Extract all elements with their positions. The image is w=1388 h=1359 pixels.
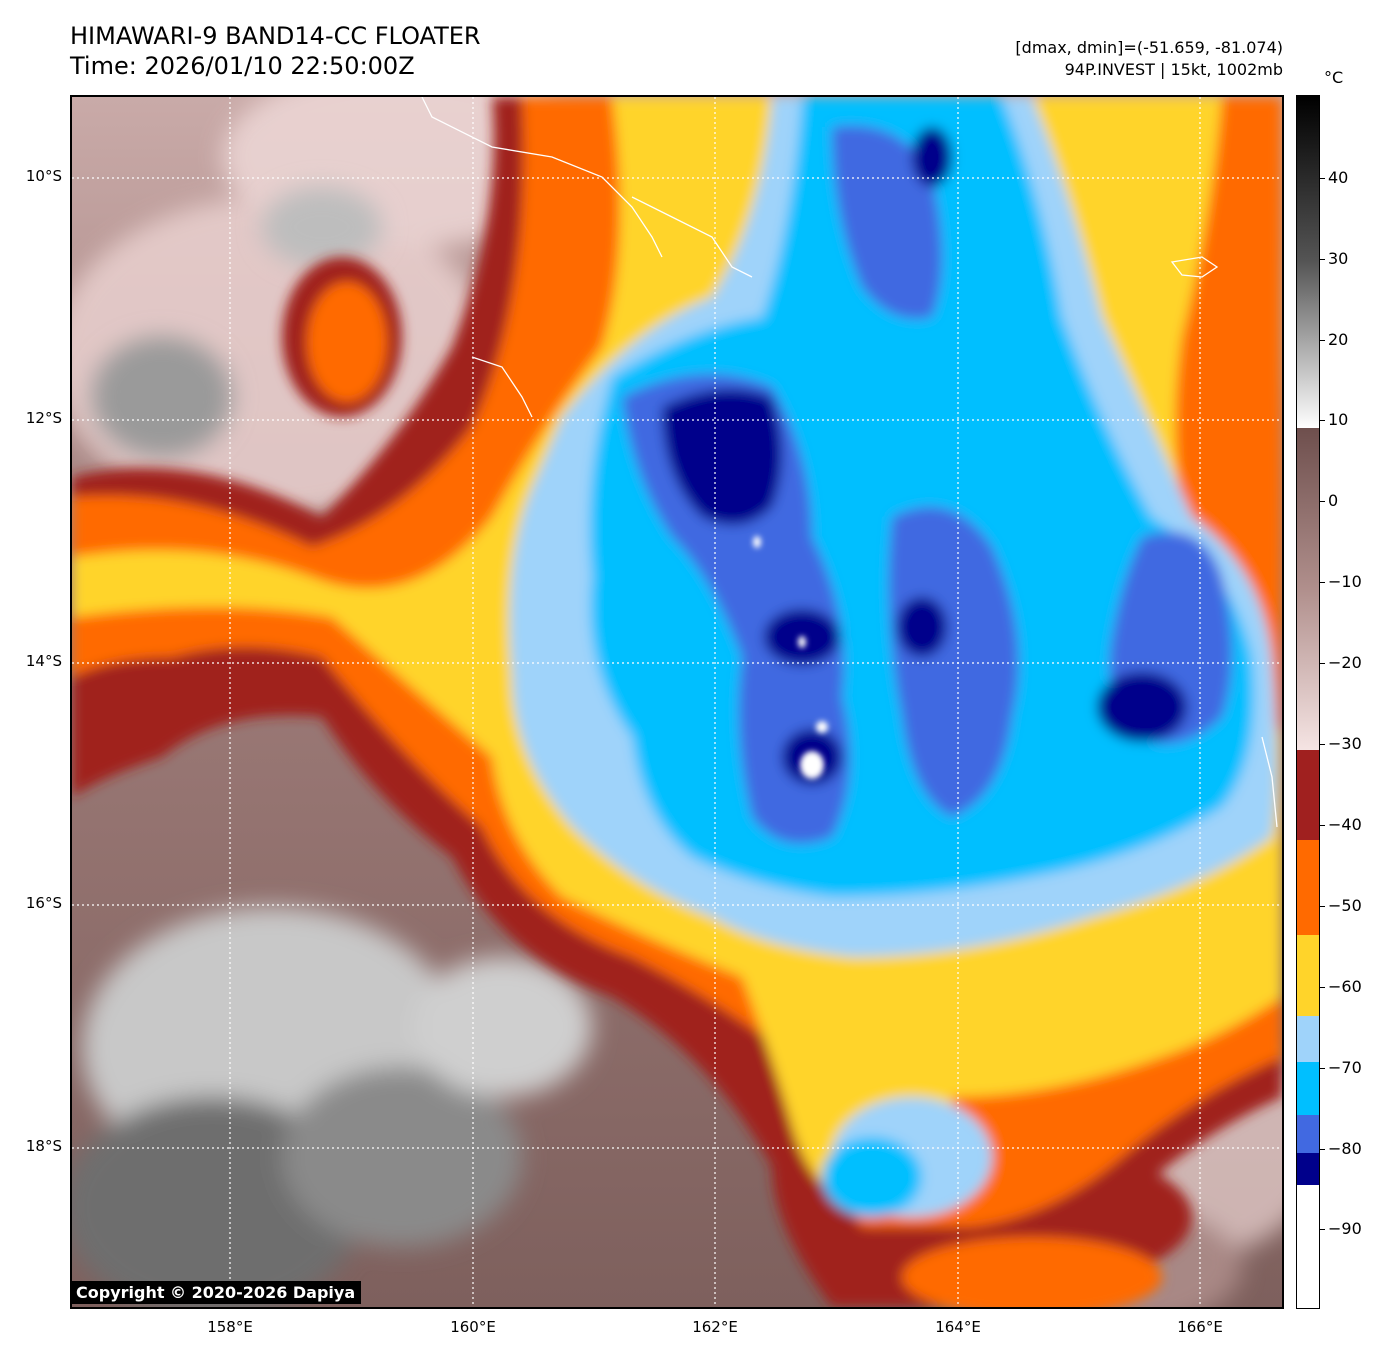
colorbar-label: −20 <box>1328 653 1362 672</box>
satellite-imagery <box>72 97 1282 1307</box>
colorbar-label: 10 <box>1328 410 1349 429</box>
colorbar-tick <box>1320 1149 1325 1150</box>
colorbar-tick <box>1320 582 1325 583</box>
colorbar-tick <box>1320 1068 1325 1069</box>
lat-label-16s: 16°S <box>25 894 62 912</box>
colorbar-label: 0 <box>1328 491 1339 510</box>
colorbar-tick <box>1320 259 1325 260</box>
colorbar-tick <box>1320 744 1325 745</box>
colorbar-label: −50 <box>1328 896 1362 915</box>
colorbar-tick <box>1320 663 1325 664</box>
colorbar-label: −90 <box>1328 1219 1362 1238</box>
colorbar-label: −60 <box>1328 977 1362 996</box>
colorbar-tick <box>1320 906 1325 907</box>
colorbar-label: −70 <box>1328 1058 1362 1077</box>
map-time: Time: 2026/01/10 22:50:00Z <box>70 52 415 80</box>
lon-label-162e: 162°E <box>692 1318 738 1336</box>
colorbar-tick <box>1320 1229 1325 1230</box>
lat-label-14s: 14°S <box>25 652 62 670</box>
lon-label-166e: 166°E <box>1177 1318 1223 1336</box>
lat-label-12s: 12°S <box>25 409 62 427</box>
colorbar-tick <box>1320 178 1325 179</box>
map-title: HIMAWARI-9 BAND14-CC FLOATER <box>70 22 481 50</box>
temperature-range-info: [dmax, dmin]=(-51.659, -81.074) <box>1015 38 1283 57</box>
copyright-notice: Copyright © 2020-2026 Dapiya <box>70 1281 362 1304</box>
colorbar-tick <box>1320 987 1325 988</box>
lat-label-18s: 18°S <box>25 1137 62 1155</box>
colorbar-tick <box>1320 340 1325 341</box>
colorbar-tick <box>1320 825 1325 826</box>
colorbar-label: −80 <box>1328 1139 1362 1158</box>
lon-label-160e: 160°E <box>450 1318 496 1336</box>
colorbar-label: 40 <box>1328 168 1349 187</box>
colorbar-label: −30 <box>1328 734 1362 753</box>
lat-label-10s: 10°S <box>25 167 62 185</box>
colorbar-label: −10 <box>1328 572 1362 591</box>
lon-label-164e: 164°E <box>935 1318 981 1336</box>
colorbar-gradient <box>1297 96 1319 1308</box>
colorbar-tick <box>1320 420 1325 421</box>
colorbar-label: −40 <box>1328 815 1362 834</box>
colorbar-tick <box>1320 501 1325 502</box>
lon-label-158e: 158°E <box>207 1318 253 1336</box>
colorbar <box>1296 95 1320 1309</box>
colorbar-label: 20 <box>1328 330 1349 349</box>
colorbar-unit: °C <box>1324 68 1344 87</box>
storm-info: 94P.INVEST | 15kt, 1002mb <box>1064 60 1283 79</box>
satellite-map <box>70 95 1284 1309</box>
colorbar-label: 30 <box>1328 249 1349 268</box>
